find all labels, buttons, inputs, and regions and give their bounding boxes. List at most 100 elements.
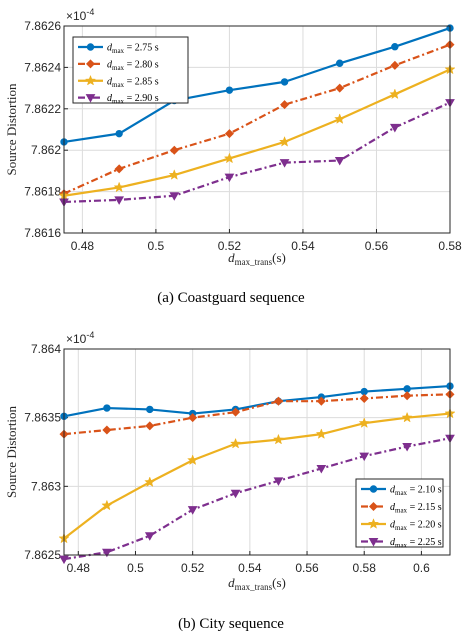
text-span: d [107,76,113,87]
text-span: d [107,93,113,104]
text-span: max [112,64,125,72]
series-line [63,68,451,197]
data-point [280,78,289,86]
legend-marker [85,59,96,69]
text-span: d [228,575,235,590]
text-span: d [228,250,235,265]
chart-2: 0.48 0.5 0.52 0.54 0.56 0.58 0.6 7.8625 7.863 7.8… [4,330,456,632]
legend-label: dmax = 2.90 s [107,93,159,106]
series-4 [59,99,455,207]
data-point [223,152,236,164]
text-span: d [390,537,396,548]
text-span: max [112,47,125,55]
data-point [230,489,241,499]
y-tick-label: 7.8626 [24,19,61,33]
legend-label: dmax = 2.80 s [107,59,159,72]
data-point [144,476,156,487]
exponent-label: ×10-4 [66,7,94,23]
data-point [391,43,399,51]
y-axis-label: Source Distortion [4,405,19,498]
data-point [402,391,412,401]
data-point [169,145,179,155]
data-point [187,506,198,515]
x-tick-label: 0.58 [438,239,462,253]
text-span: d [390,520,396,531]
text-span: d [107,43,113,54]
text-span: max_trans [235,582,273,592]
x-tick-label: 0.6 [413,561,430,575]
legend-label: dmax = 2.25 s [390,537,442,550]
data-point [316,396,326,406]
x-axis-label: dmax_trans(s) [228,250,286,267]
text-span: max [112,81,125,89]
text-span: (s) [272,575,286,590]
series-2 [59,389,455,439]
y-tick-label: 7.864 [31,342,61,356]
text-span: max [395,489,408,497]
series-4 [59,434,455,565]
data-point [59,555,69,565]
data-point [336,59,344,67]
x-tick-label: 0.52 [181,561,205,575]
text-span: = 2.20 s [407,520,442,531]
data-point [169,192,180,201]
y-tick-label: 7.863 [31,479,61,493]
text-span: ×10 [66,9,87,23]
text-span: = 2.90 s [124,93,159,104]
x-tick-label: 0.56 [365,239,389,253]
data-point [145,421,155,431]
y-tick-label: 7.8618 [24,185,61,199]
text-span: = 2.75 s [124,43,159,54]
legend-marker [86,43,95,51]
x-tick-label: 0.54 [291,239,315,253]
x-tick-label: 0.54 [238,561,262,575]
data-point [231,407,241,417]
data-point [280,100,290,110]
legend-marker [85,94,96,103]
series-line [63,27,451,144]
data-point [187,454,199,466]
series-line [63,384,451,418]
series-line [63,412,451,540]
data-point [358,417,370,428]
data-point [401,411,413,423]
data-point [390,60,400,70]
chart-1: 0.48 0.5 0.52 0.54 0.56 0.58 7.8616 7.8618 7.862… [4,7,462,306]
legend-marker [368,501,379,512]
series-line [63,437,451,561]
legend-marker [367,518,380,529]
data-point [335,83,345,93]
legend-label: dmax = 2.20 s [390,520,442,533]
y-tick-label: 7.862 [31,143,61,157]
data-point [273,396,283,406]
data-point [114,196,125,205]
data-point [229,437,242,449]
y-tick-label: 7.8635 [24,411,61,425]
text-span: ×10 [66,332,87,346]
text-span: = 2.80 s [124,59,159,70]
data-point [278,136,291,147]
x-tick-label: 0.48 [71,239,95,253]
figure-caption: (b) City sequence [178,616,284,632]
data-point [168,169,180,180]
data-point [316,464,327,474]
series-3 [58,407,456,544]
y-tick-label: 7.8625 [24,548,61,562]
data-point [360,387,368,396]
text-span: d [390,485,396,496]
text-span: = 2.10 s [407,485,442,496]
text-span: max_trans [235,257,273,267]
data-point [102,548,112,558]
data-point [146,405,154,414]
data-point [359,452,370,462]
x-tick-label: 0.48 [67,561,91,575]
data-point [144,532,155,541]
y-tick-label: 7.8622 [24,102,61,116]
series-line [63,43,451,195]
data-point [103,404,111,412]
legend-label: dmax = 2.75 s [107,43,159,56]
y-tick-label: 7.8616 [24,226,61,240]
text-span: max [395,524,408,532]
